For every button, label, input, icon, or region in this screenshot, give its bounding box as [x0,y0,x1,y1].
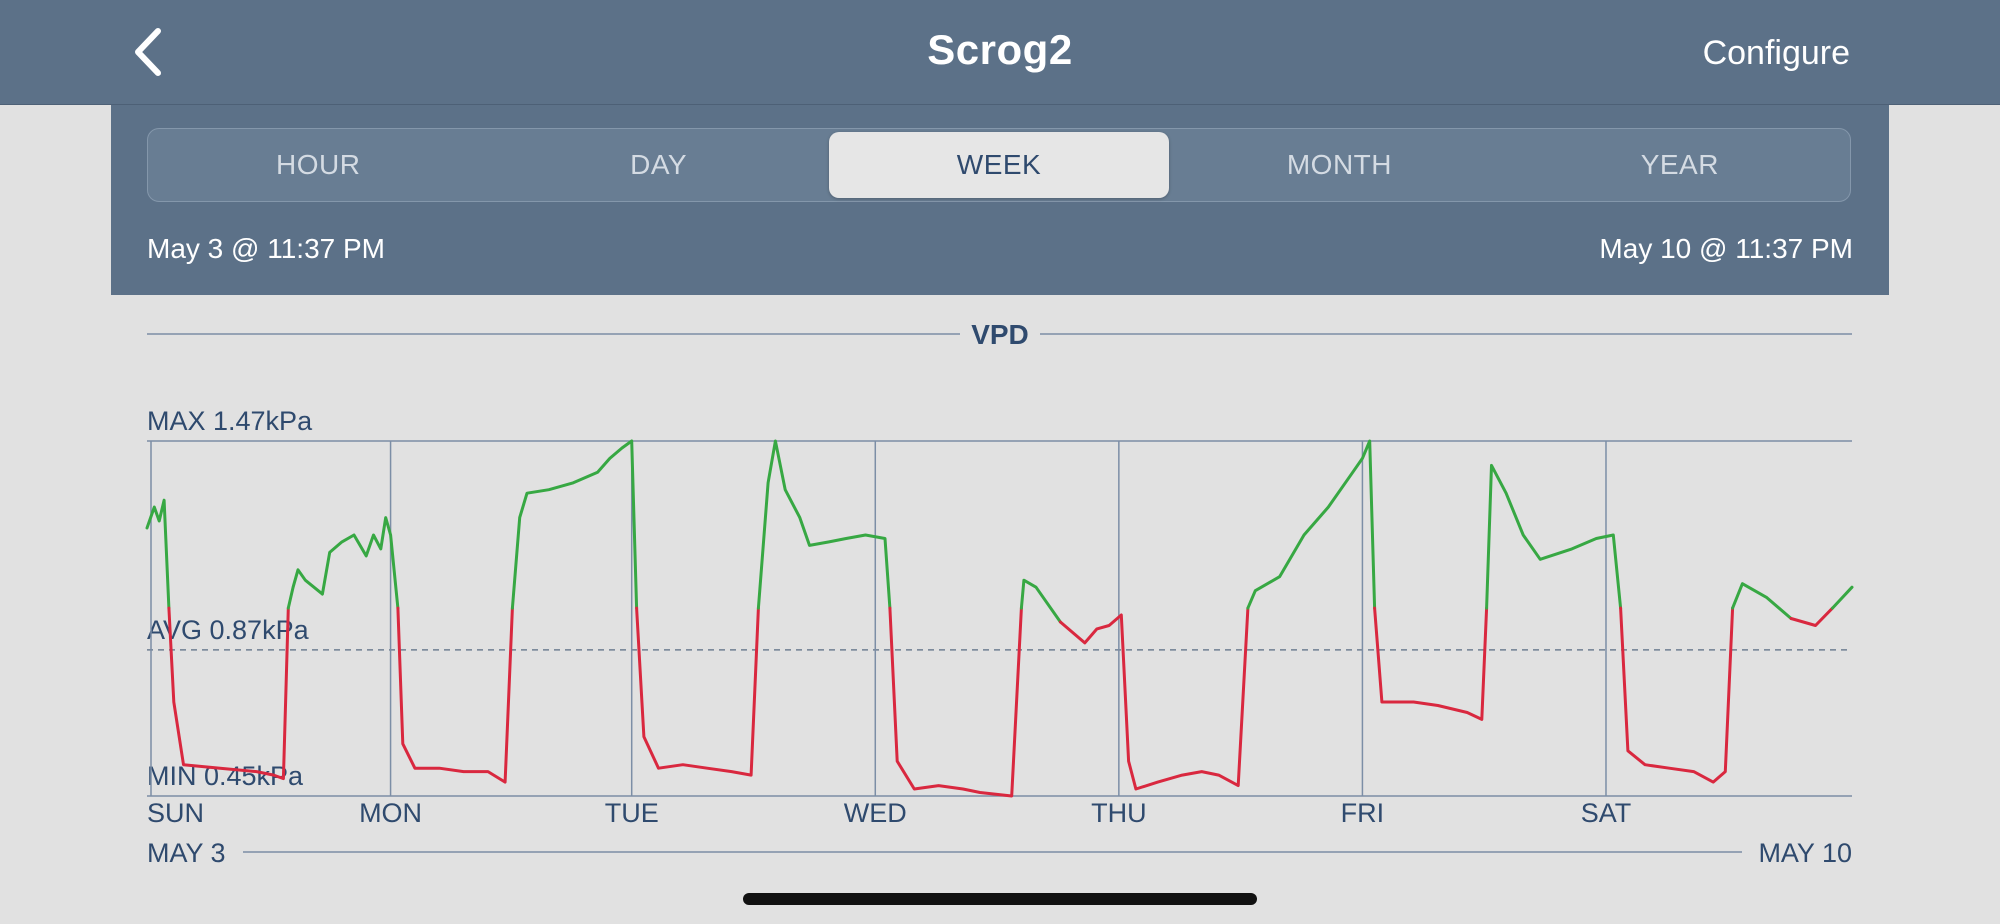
vpd-line-above [1019,578,1062,624]
tab-day[interactable]: DAY [630,149,688,180]
day-tick-label: MON [359,798,422,828]
end-date-label: MAY 10 [1758,838,1852,868]
max-label: MAX 1.47kPa [147,406,313,436]
vpd-line-below [1373,606,1489,721]
day-tick-label: FRI [1341,798,1385,828]
page-title: Scrog2 [927,26,1073,73]
day-tick-label: WED [844,798,907,828]
vpd-line-above [1246,439,1377,610]
range-segmented-control: HOUR DAY WEEK MONTH YEAR [147,128,1851,202]
range-end-label: May 10 @ 11:37 PM [1599,233,1853,264]
vpd-line-above [1831,585,1854,610]
tab-year[interactable]: YEAR [1640,149,1719,180]
vpd-line-below [635,606,760,777]
day-tick-label: THU [1091,798,1147,828]
vpd-line-above [1731,582,1793,620]
tab-month[interactable]: MONTH [1286,149,1392,180]
nav-bar: Scrog2 Configure [0,0,2000,105]
vpd-line-below [167,606,290,781]
tab-week[interactable]: WEEK [828,132,1170,198]
vpd-line-below [1058,606,1250,791]
day-tick-label: SAT [1581,798,1632,828]
vpd-line-above [756,439,892,610]
home-indicator [743,893,1257,905]
vpd-line-above [510,439,639,610]
tab-hour[interactable]: HOUR [275,149,361,180]
vpd-line-above [1485,463,1623,610]
vpd-line-below [1619,606,1735,784]
chart-title: VPD [971,319,1029,350]
vpd-line-below [396,606,514,784]
chevron-left-icon [135,28,161,76]
day-tick-label: TUE [605,798,659,828]
back-button[interactable] [118,22,178,82]
range-panel: HOUR DAY WEEK MONTH YEAR May 3 @ 11:37 P… [111,105,1889,295]
vpd-line-above [145,498,171,610]
start-date-label: MAY 3 [147,838,226,868]
vpd-line-above [286,516,400,610]
range-start-label: May 3 @ 11:37 PM [147,233,385,264]
day-tick-label: SUN [147,798,204,828]
configure-button[interactable]: Configure [1702,34,1850,72]
vpd-line-below [1789,606,1834,627]
vpd-line-below [888,606,1023,798]
avg-label: AVG 0.87kPa [147,615,310,645]
